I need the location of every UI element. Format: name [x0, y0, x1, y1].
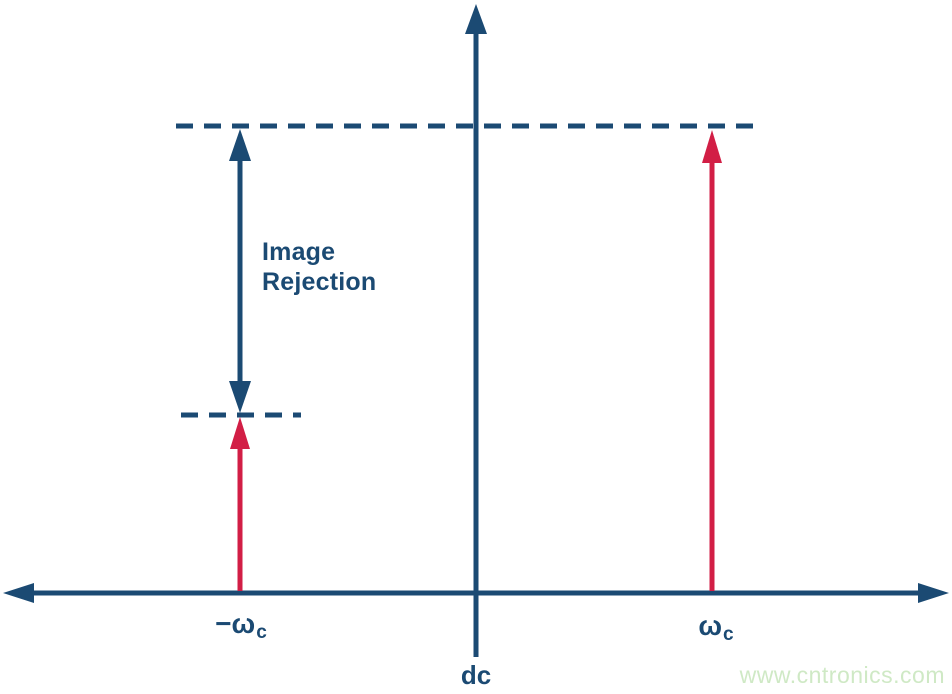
carrier-subscript: c: [723, 623, 734, 645]
image-rejection-label-line2: Rejection: [262, 268, 377, 296]
carrier-arrowhead-icon: [702, 130, 722, 163]
neg-carrier-subscript: c: [256, 621, 267, 643]
horizontal-axis: [3, 583, 949, 603]
horizontal-axis-left-arrowhead-icon: [3, 583, 34, 603]
dc-label: dc: [460, 660, 492, 690]
vertical-axis-arrowhead-icon: [465, 4, 487, 34]
neg-carrier-base: −ω: [215, 608, 256, 639]
vertical-axis: [465, 4, 487, 657]
watermark: www.cntronics.com: [739, 662, 945, 688]
horizontal-axis-right-arrowhead-icon: [918, 583, 949, 603]
image-rejection-label: Image Rejection: [262, 237, 376, 297]
neg-carrier-frequency-label: −ωc: [205, 608, 277, 644]
image-rejection-arrow-up-head-icon: [229, 129, 251, 161]
image-rejection-label-line1: Image: [262, 238, 336, 266]
image-rejection-arrow-down-head-icon: [229, 381, 251, 413]
image-rejection-arrow: [229, 129, 251, 413]
negative-carrier-spectral-arrow: [230, 417, 250, 591]
negative-carrier-arrowhead-icon: [230, 417, 250, 449]
carrier-frequency-label: ωc: [682, 610, 750, 646]
carrier-base: ω: [698, 610, 723, 641]
carrier-spectral-arrow: [702, 130, 722, 591]
